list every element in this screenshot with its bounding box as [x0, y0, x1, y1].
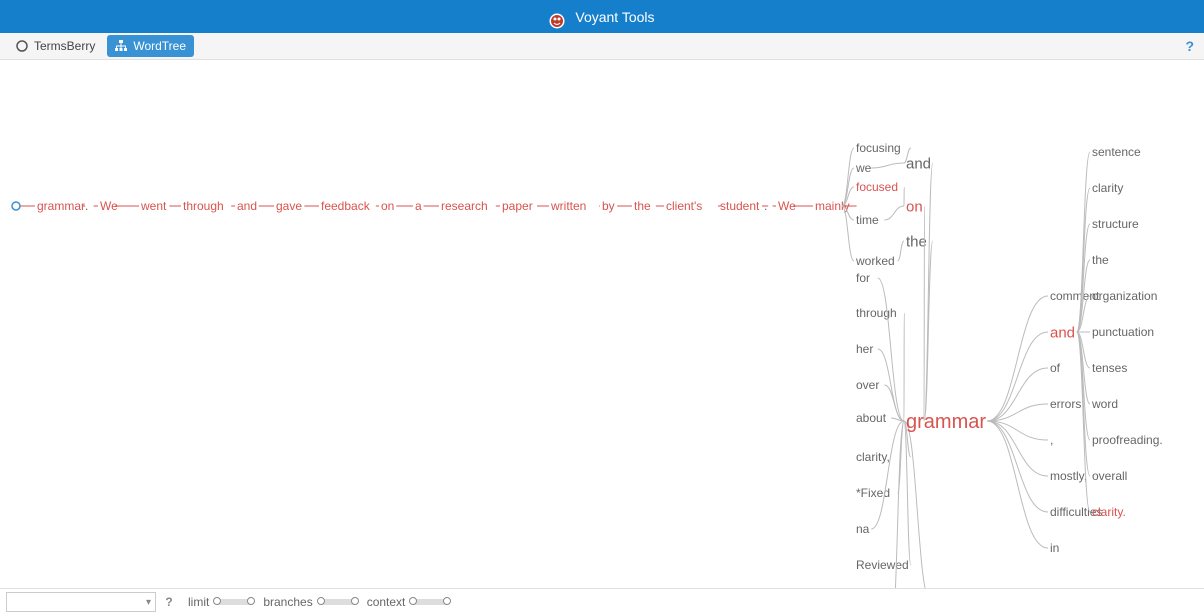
svg-text:sentence: sentence: [1092, 145, 1141, 159]
svg-text:organization: organization: [1092, 289, 1157, 303]
svg-text:her: her: [856, 342, 873, 356]
svg-text:clarity.: clarity.: [1092, 505, 1126, 519]
svg-text:through: through: [856, 306, 897, 320]
svg-text:worked: worked: [855, 254, 895, 268]
branches-slider[interactable]: [319, 599, 357, 605]
svg-text:the: the: [634, 199, 651, 213]
svg-text:went: went: [140, 199, 167, 213]
svg-text:through: through: [183, 199, 224, 213]
svg-text:written: written: [550, 199, 586, 213]
limit-slider[interactable]: [215, 599, 253, 605]
tab-termsberry[interactable]: TermsBerry: [8, 35, 103, 57]
svg-text:the: the: [906, 233, 927, 250]
svg-text:and: and: [906, 155, 931, 172]
svg-text:over: over: [856, 378, 879, 392]
limit-label: limit: [188, 595, 209, 609]
svg-text:paper: paper: [502, 199, 533, 213]
svg-text:about: about: [856, 411, 887, 425]
svg-text:on: on: [906, 198, 923, 215]
svg-text:.: .: [764, 199, 767, 213]
svg-text:focusing: focusing: [856, 141, 901, 155]
branches-label: branches: [263, 595, 312, 609]
svg-text:,: ,: [1050, 433, 1053, 447]
svg-text:tenses: tenses: [1092, 361, 1127, 375]
bottom-toolbar: ▾ ? limit branches context: [0, 588, 1204, 615]
svg-text:by: by: [602, 199, 615, 213]
svg-text:and: and: [1050, 324, 1075, 341]
help-icon[interactable]: ?: [1185, 38, 1194, 54]
svg-text:structure: structure: [1092, 217, 1139, 231]
svg-text:of: of: [1050, 361, 1061, 375]
svg-text:and: and: [237, 199, 257, 213]
wordtree-visualization[interactable]: grammar.Wewentthroughandgavefeedbackonar…: [0, 60, 1204, 588]
svg-text:feedback: feedback: [321, 199, 371, 213]
dropdown-help-icon[interactable]: ?: [160, 595, 178, 609]
svg-text:errors: errors: [1050, 397, 1081, 411]
app-title: Voyant Tools: [575, 9, 654, 25]
svg-text:word: word: [1091, 397, 1118, 411]
context-label: context: [367, 595, 406, 609]
svg-text:we: we: [855, 161, 872, 175]
svg-text:Reviewed: Reviewed: [856, 558, 909, 572]
tab-label: WordTree: [133, 39, 186, 53]
svg-text:grammar: grammar: [37, 199, 85, 213]
app-header: Voyant Tools: [0, 0, 1204, 33]
svg-text:the: the: [1092, 253, 1109, 267]
tool-toolbar: TermsBerry WordTree ?: [0, 33, 1204, 60]
svg-text:time: time: [856, 213, 879, 227]
wordtree-icon: [115, 40, 127, 52]
svg-text:mostly,: mostly,: [1050, 469, 1087, 483]
termsberry-icon: [16, 40, 28, 52]
svg-text:focused: focused: [856, 180, 898, 194]
chevron-down-icon: ▾: [146, 597, 151, 608]
svg-text:student: student: [720, 199, 760, 213]
svg-text:proofreading.: proofreading.: [1092, 433, 1163, 447]
svg-text:in: in: [1050, 541, 1059, 555]
svg-text:client's: client's: [666, 199, 702, 213]
svg-text:a: a: [415, 199, 422, 213]
svg-text:clarity: clarity: [1092, 181, 1123, 195]
svg-text:overall: overall: [1092, 469, 1127, 483]
svg-text:on: on: [381, 199, 394, 213]
tab-label: TermsBerry: [34, 39, 95, 53]
svg-text:gave: gave: [276, 199, 302, 213]
context-slider[interactable]: [411, 599, 449, 605]
svg-text:.: .: [85, 199, 88, 213]
svg-text:na: na: [856, 522, 870, 536]
term-dropdown[interactable]: ▾: [6, 592, 156, 612]
svg-text:for: for: [856, 271, 870, 285]
svg-text:research: research: [441, 199, 488, 213]
tab-wordtree[interactable]: WordTree: [107, 35, 194, 57]
svg-text:clarity,: clarity,: [856, 450, 890, 464]
app-logo-icon: [549, 8, 565, 24]
svg-text:grammar: grammar: [906, 411, 986, 433]
svg-text:punctuation: punctuation: [1092, 325, 1154, 339]
